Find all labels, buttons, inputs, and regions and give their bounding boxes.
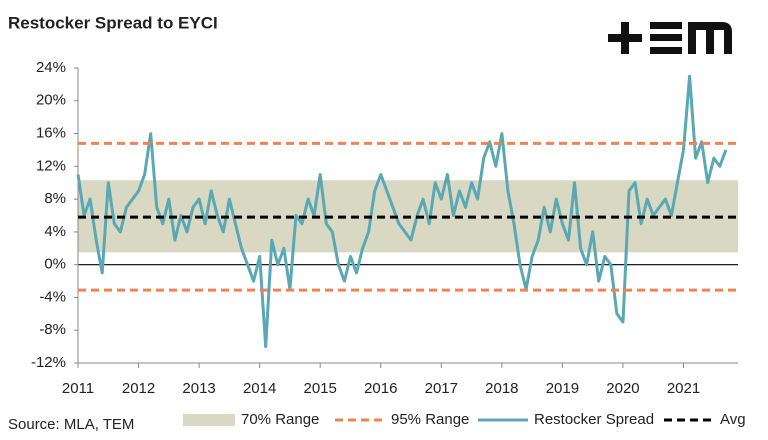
y-tick-label: 8% — [44, 190, 66, 207]
y-tick-label: 16% — [36, 125, 66, 142]
legend-swatch — [183, 414, 235, 426]
y-tick-label: 20% — [36, 92, 66, 109]
x-tick-label: 2012 — [122, 380, 155, 397]
logo — [608, 22, 732, 54]
x-tick-label: 2014 — [243, 380, 276, 397]
source: Source: MLA, TEM — [8, 416, 134, 433]
y-tick-label: 24% — [36, 59, 66, 76]
legend-label: Restocker Spread — [534, 411, 654, 428]
y-tick-label: 0% — [44, 256, 66, 273]
y-tick-label: -12% — [31, 354, 66, 371]
x-tick-label: 2013 — [182, 380, 215, 397]
x-tick-label: 2021 — [667, 380, 700, 397]
x-tick-label: 2017 — [425, 380, 458, 397]
y-tick-label: 12% — [36, 157, 66, 174]
y-tick-label: -8% — [39, 321, 66, 338]
legend-label: Avg — [720, 411, 746, 428]
legend-label: 70% Range — [241, 411, 319, 428]
y-tick-label: 4% — [44, 223, 66, 240]
x-tick-label: 2020 — [606, 380, 639, 397]
series-line — [76, 74, 728, 349]
x-tick-label: 2016 — [364, 380, 397, 397]
x-tick-label: 2015 — [304, 380, 337, 397]
chart-title: Restocker Spread to EYCI — [8, 13, 218, 32]
x-tick-label: 2011 — [62, 380, 94, 397]
x-tick-label: 2018 — [485, 380, 518, 397]
legend-label: 95% Range — [391, 411, 469, 428]
y-tick-label: -4% — [39, 288, 66, 305]
x-tick-label: 2019 — [546, 380, 579, 397]
